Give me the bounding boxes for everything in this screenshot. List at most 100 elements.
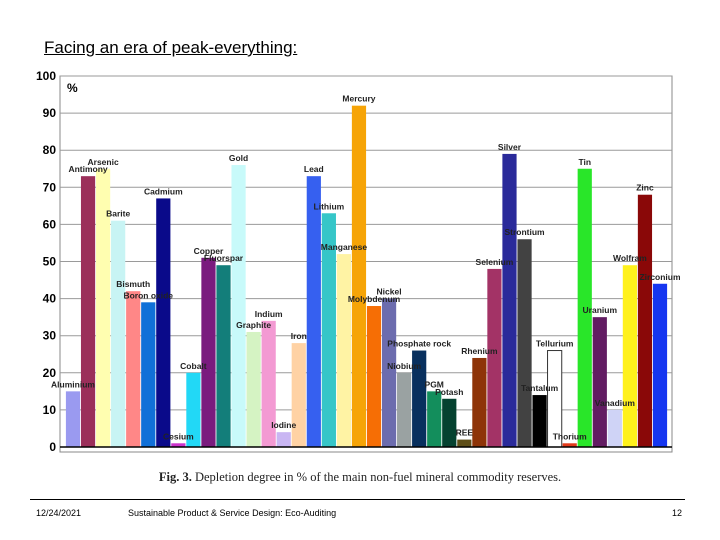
y-tick-label: 90	[43, 106, 57, 120]
bar-pgm	[427, 391, 442, 447]
bar-label: PGM	[425, 379, 444, 389]
y-tick-label: 60	[43, 217, 57, 231]
bar-fluorspar	[216, 265, 231, 447]
bar-label: REE	[456, 428, 474, 438]
bar-mercury	[351, 105, 367, 448]
bar-label: Indium	[255, 309, 283, 319]
bar-manganese	[336, 254, 352, 447]
bar-label: Iron	[291, 331, 307, 341]
bar-label: Copper	[194, 246, 224, 256]
y-tick-label: 10	[43, 403, 57, 417]
bar-iron	[291, 343, 306, 447]
y-tick-label: 70	[43, 180, 57, 194]
bar-aluminium	[65, 391, 81, 447]
bar-phosphate-rock	[412, 350, 427, 447]
bar-label: Mercury	[342, 94, 375, 104]
bar-label: Potash	[435, 387, 463, 397]
bar-label: Strontium	[504, 227, 545, 237]
bar-label: Cadmium	[144, 186, 183, 196]
bar-label: Wolfram	[613, 253, 647, 263]
depletion-bar-chart: 0 10 20 30 40 50 60 70 80 90 100 % Aluminium Antimo…	[36, 69, 680, 454]
bar-label: Zinc	[636, 183, 654, 193]
y-tick-label: 50	[43, 255, 57, 269]
bar-barite	[111, 220, 126, 447]
bar-tin	[577, 168, 592, 447]
bar-arsenic	[96, 168, 111, 447]
bar-cesium	[171, 443, 186, 447]
bar-strontium	[517, 239, 532, 447]
bar-thorium	[562, 443, 577, 447]
bar-lithium	[321, 213, 336, 447]
bar-label: Tellurium	[536, 339, 574, 349]
bar-label: Niobium	[387, 361, 421, 371]
bar-bismuth	[126, 291, 141, 447]
y-tick-label: 0	[49, 440, 56, 454]
bar-label: Silver	[498, 142, 522, 152]
bar-antimony	[80, 176, 96, 448]
bar-potash	[442, 398, 457, 447]
bar-label: Arsenic	[88, 157, 119, 167]
footer-date: 12/24/2021	[36, 508, 82, 518]
y-axis-label: %	[67, 81, 78, 95]
bar-label: Aluminium	[51, 379, 95, 389]
bar-label: Graphite	[236, 320, 271, 330]
bar-label: Molybdenum	[348, 294, 401, 304]
bar-indium	[261, 320, 276, 447]
footer-divider	[30, 499, 685, 500]
bar-tantalum	[532, 395, 547, 447]
bar-label: Uranium	[583, 305, 618, 315]
y-tick-label: 20	[43, 366, 57, 380]
bar-label: Boron oxide	[123, 290, 173, 300]
bar-label: Cesium	[163, 431, 194, 441]
bar-label: Antimony	[68, 164, 107, 174]
bar-label: Phosphate rock	[387, 339, 451, 349]
bar-boron-oxide	[141, 302, 156, 447]
y-tick-label: 40	[43, 292, 57, 306]
bar-label: Tantalum	[521, 383, 559, 393]
bar-label: Manganese	[321, 242, 368, 252]
bar-label: Gold	[229, 153, 248, 163]
bar-selenium	[487, 268, 502, 447]
bar-label: Lead	[304, 164, 324, 174]
bar-label: Tin	[578, 157, 591, 167]
bar-wolfram	[622, 265, 637, 447]
bar-label: Cobalt	[180, 361, 207, 371]
bar-nickel	[381, 298, 397, 447]
y-tick-label: 80	[43, 143, 57, 157]
bar-zirconium	[652, 283, 668, 447]
bar-label: Bismuth	[116, 279, 150, 289]
bar-copper	[201, 257, 216, 447]
bar-label: Barite	[106, 209, 130, 219]
bar-label: Iodine	[271, 420, 296, 430]
bar-zinc	[637, 194, 653, 447]
bar-gold	[231, 165, 246, 447]
bar-niobium	[397, 372, 412, 447]
y-tick-label: 100	[36, 69, 56, 83]
bar-ree	[457, 439, 472, 447]
bar-cobalt	[186, 372, 201, 447]
slide-title: Facing an era of peak-everything:	[44, 38, 298, 57]
caption-label: Fig. 3.	[158, 470, 192, 484]
bars	[60, 105, 672, 448]
bar-label: Nickel	[377, 287, 402, 297]
bar-label: Zirconium	[639, 272, 680, 282]
bar-label: Fluorspar	[204, 253, 244, 263]
bar-vanadium	[607, 409, 622, 447]
bar-silver	[502, 153, 517, 447]
bar-molybdenum	[366, 306, 382, 447]
bar-label: Rhenium	[461, 346, 498, 356]
bar-iodine	[276, 432, 291, 447]
caption-text: Depletion degree in % of the main non-fu…	[194, 470, 562, 484]
bar-label: Vanadium	[595, 398, 636, 408]
bar-label: Thorium	[553, 431, 587, 441]
bar-cadmium	[156, 198, 171, 447]
y-tick-label: 30	[43, 329, 57, 343]
bar-uranium	[592, 317, 607, 447]
y-axis: 0 10 20 30 40 50 60 70 80 90 100	[36, 69, 56, 454]
bar-label: Lithium	[314, 201, 345, 211]
bar-graphite	[246, 331, 261, 447]
page-number: 12	[672, 508, 683, 518]
bar-label: Selenium	[476, 257, 514, 267]
bar-lead	[306, 176, 321, 448]
